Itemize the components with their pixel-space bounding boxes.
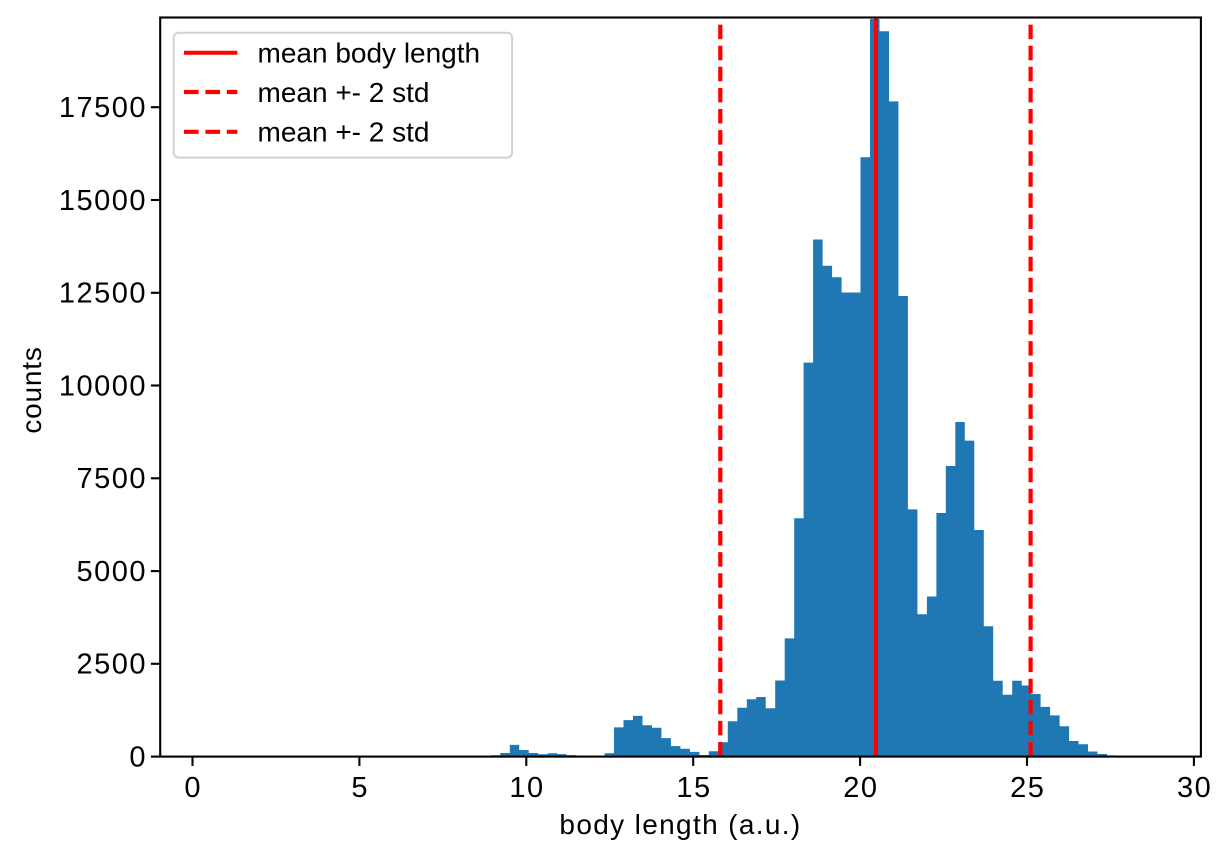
svg-text:mean +- 2 std: mean +- 2 std [258,117,430,148]
svg-text:body length (a.u.): body length (a.u.) [559,809,801,840]
svg-text:15000: 15000 [59,185,147,217]
svg-text:5000: 5000 [76,556,147,588]
svg-text:20: 20 [843,772,878,804]
svg-text:counts: counts [16,346,47,433]
svg-text:2500: 2500 [76,649,147,681]
svg-text:30: 30 [1177,772,1212,804]
svg-text:0: 0 [129,742,147,774]
svg-text:7500: 7500 [76,463,147,495]
svg-text:mean body length: mean body length [258,38,481,69]
svg-text:10000: 10000 [59,370,147,402]
svg-text:mean +- 2 std: mean +- 2 std [258,77,430,108]
svg-text:15: 15 [676,772,711,804]
svg-text:0: 0 [184,772,202,804]
svg-text:12500: 12500 [59,278,147,310]
svg-text:17500: 17500 [59,92,147,124]
svg-text:5: 5 [351,772,369,804]
svg-text:10: 10 [509,772,544,804]
svg-text:25: 25 [1010,772,1045,804]
